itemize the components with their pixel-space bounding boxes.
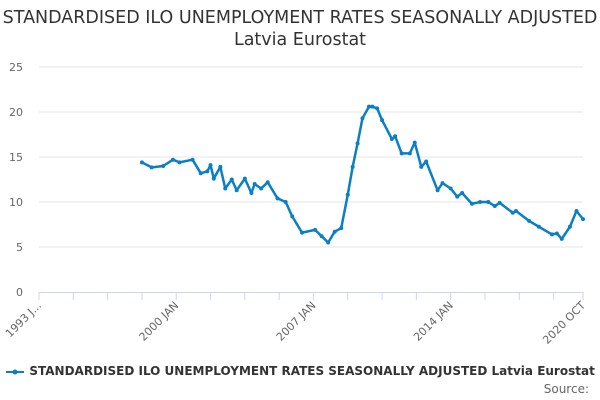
x-tick-label: 1993 J...: [3, 299, 44, 340]
data-point: [574, 209, 579, 213]
data-point: [161, 164, 166, 168]
data-point: [234, 188, 239, 193]
y-tick-label: 20: [9, 106, 23, 119]
legend-item[interactable]: STANDARDISED ILO UNEMPLOYMENT RATES SEAS…: [0, 364, 600, 378]
data-point: [370, 104, 375, 109]
data-point: [497, 200, 502, 205]
data-point: [218, 164, 223, 169]
data-point: [448, 186, 453, 191]
data-point: [399, 151, 404, 156]
data-point: [393, 134, 398, 139]
data-point: [375, 106, 380, 111]
data-point: [380, 118, 385, 123]
data-point: [360, 116, 365, 121]
data-point: [252, 182, 257, 186]
x-tick-label: 2014 JAN: [411, 299, 456, 344]
data-point: [300, 230, 305, 235]
data-point: [198, 171, 203, 176]
data-point: [242, 176, 247, 181]
data-point: [170, 157, 175, 162]
x-tick-label: 2000 JAN: [137, 299, 182, 344]
source-label: Source:: [543, 382, 589, 396]
data-point: [223, 186, 228, 191]
data-point: [265, 180, 270, 185]
y-tick-label: 5: [16, 241, 23, 254]
data-point: [283, 200, 288, 204]
data-point: [455, 194, 460, 199]
x-tick-label: 2007 JAN: [274, 299, 319, 344]
data-point: [350, 164, 355, 169]
data-point: [510, 210, 515, 215]
data-point: [208, 163, 213, 168]
data-point: [514, 209, 519, 213]
data-point: [412, 140, 417, 145]
data-point: [440, 181, 445, 186]
data-point: [435, 188, 440, 193]
data-point: [581, 217, 585, 222]
data-point: [259, 186, 264, 191]
data-point: [249, 191, 254, 195]
data-point: [554, 231, 559, 236]
data-point: [559, 236, 564, 241]
data-point: [190, 157, 195, 162]
data-point: [332, 229, 337, 234]
series-line: [141, 105, 584, 244]
y-tick-label: 10: [9, 196, 23, 209]
data-point: [326, 240, 331, 245]
data-point: [339, 226, 344, 231]
data-point: [419, 164, 424, 169]
data-point: [549, 232, 554, 237]
data-point: [139, 160, 144, 165]
data-point: [492, 204, 497, 209]
data-point: [229, 177, 234, 182]
data-point: [177, 160, 182, 165]
y-tick-label: 15: [9, 151, 23, 164]
data-point: [345, 192, 350, 197]
x-tick-label: 2020 OCT: [540, 299, 588, 347]
data-point: [275, 196, 280, 201]
legend-label: STANDARDISED ILO UNEMPLOYMENT RATES SEAS…: [29, 364, 595, 378]
data-point: [211, 176, 216, 181]
y-tick-label: 25: [9, 61, 23, 74]
data-point: [319, 234, 324, 239]
data-point: [366, 104, 371, 109]
data-point: [478, 200, 483, 204]
data-point: [567, 224, 572, 229]
legend-marker-icon: [6, 369, 25, 374]
data-point: [424, 159, 429, 164]
data-point: [460, 191, 465, 195]
data-point: [149, 165, 154, 170]
data-point: [527, 218, 532, 223]
data-point: [486, 200, 491, 204]
data-point: [313, 227, 318, 232]
data-point: [469, 201, 474, 206]
data-point: [389, 137, 394, 141]
data-point: [355, 141, 360, 146]
data-point: [290, 214, 295, 219]
y-tick-label: 0: [16, 286, 23, 299]
data-point: [536, 224, 541, 229]
data-point: [407, 151, 412, 156]
data-point: [205, 169, 210, 174]
chart-title: STANDARDISED ILO UNEMPLOYMENT RATES SEAS…: [2, 8, 598, 50]
